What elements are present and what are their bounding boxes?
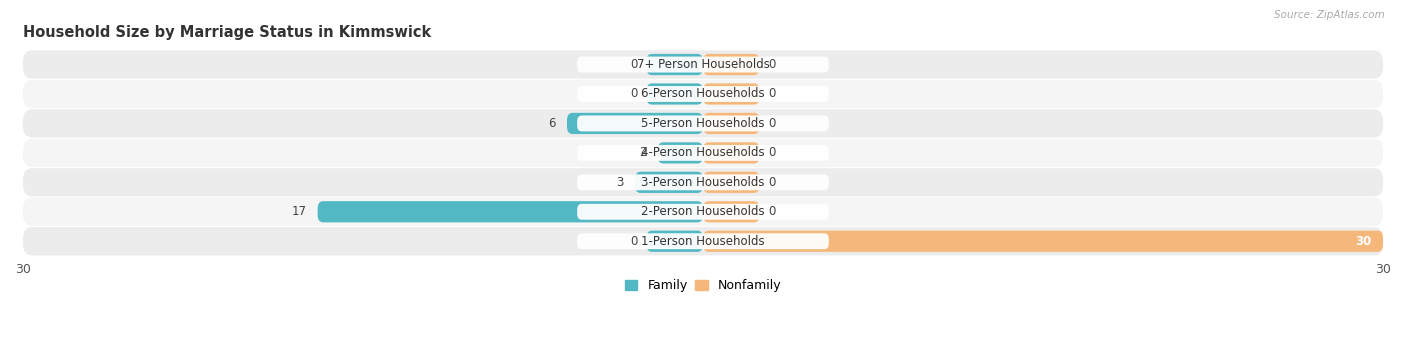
Text: 0: 0 [769, 117, 776, 130]
Text: 0: 0 [630, 88, 637, 101]
Text: 3: 3 [616, 176, 624, 189]
FancyBboxPatch shape [703, 201, 759, 222]
Text: 7+ Person Households: 7+ Person Households [637, 58, 769, 71]
FancyBboxPatch shape [578, 86, 828, 102]
FancyBboxPatch shape [636, 172, 703, 193]
FancyBboxPatch shape [703, 142, 759, 163]
Text: 17: 17 [291, 205, 307, 218]
Text: 2-Person Households: 2-Person Households [641, 205, 765, 218]
FancyBboxPatch shape [703, 113, 759, 134]
Text: Source: ZipAtlas.com: Source: ZipAtlas.com [1274, 10, 1385, 20]
FancyBboxPatch shape [647, 84, 703, 105]
FancyBboxPatch shape [22, 50, 1384, 79]
Text: 0: 0 [769, 176, 776, 189]
FancyBboxPatch shape [578, 233, 828, 249]
Text: 6-Person Households: 6-Person Households [641, 88, 765, 101]
FancyBboxPatch shape [22, 168, 1384, 196]
FancyBboxPatch shape [578, 204, 828, 220]
FancyBboxPatch shape [703, 84, 759, 105]
FancyBboxPatch shape [578, 174, 828, 190]
Text: 5-Person Households: 5-Person Households [641, 117, 765, 130]
Text: 4-Person Households: 4-Person Households [641, 146, 765, 159]
FancyBboxPatch shape [703, 231, 1384, 252]
Text: 0: 0 [769, 88, 776, 101]
FancyBboxPatch shape [22, 227, 1384, 255]
FancyBboxPatch shape [318, 201, 703, 222]
FancyBboxPatch shape [567, 113, 703, 134]
Text: Household Size by Marriage Status in Kimmswick: Household Size by Marriage Status in Kim… [22, 25, 432, 40]
FancyBboxPatch shape [647, 231, 703, 252]
FancyBboxPatch shape [703, 172, 759, 193]
FancyBboxPatch shape [22, 139, 1384, 167]
FancyBboxPatch shape [578, 145, 828, 161]
Legend: Family, Nonfamily: Family, Nonfamily [620, 274, 786, 297]
FancyBboxPatch shape [658, 142, 703, 163]
Text: 1-Person Households: 1-Person Households [641, 235, 765, 248]
Text: 6: 6 [548, 117, 555, 130]
Text: 0: 0 [630, 235, 637, 248]
Text: 0: 0 [630, 58, 637, 71]
Text: 0: 0 [769, 205, 776, 218]
FancyBboxPatch shape [703, 54, 759, 75]
Text: 0: 0 [769, 58, 776, 71]
Text: 2: 2 [638, 146, 647, 159]
FancyBboxPatch shape [22, 198, 1384, 226]
Text: 3-Person Households: 3-Person Households [641, 176, 765, 189]
FancyBboxPatch shape [578, 57, 828, 73]
FancyBboxPatch shape [22, 109, 1384, 137]
FancyBboxPatch shape [647, 54, 703, 75]
FancyBboxPatch shape [578, 116, 828, 131]
Text: 30: 30 [1355, 235, 1372, 248]
FancyBboxPatch shape [22, 80, 1384, 108]
Text: 0: 0 [769, 146, 776, 159]
